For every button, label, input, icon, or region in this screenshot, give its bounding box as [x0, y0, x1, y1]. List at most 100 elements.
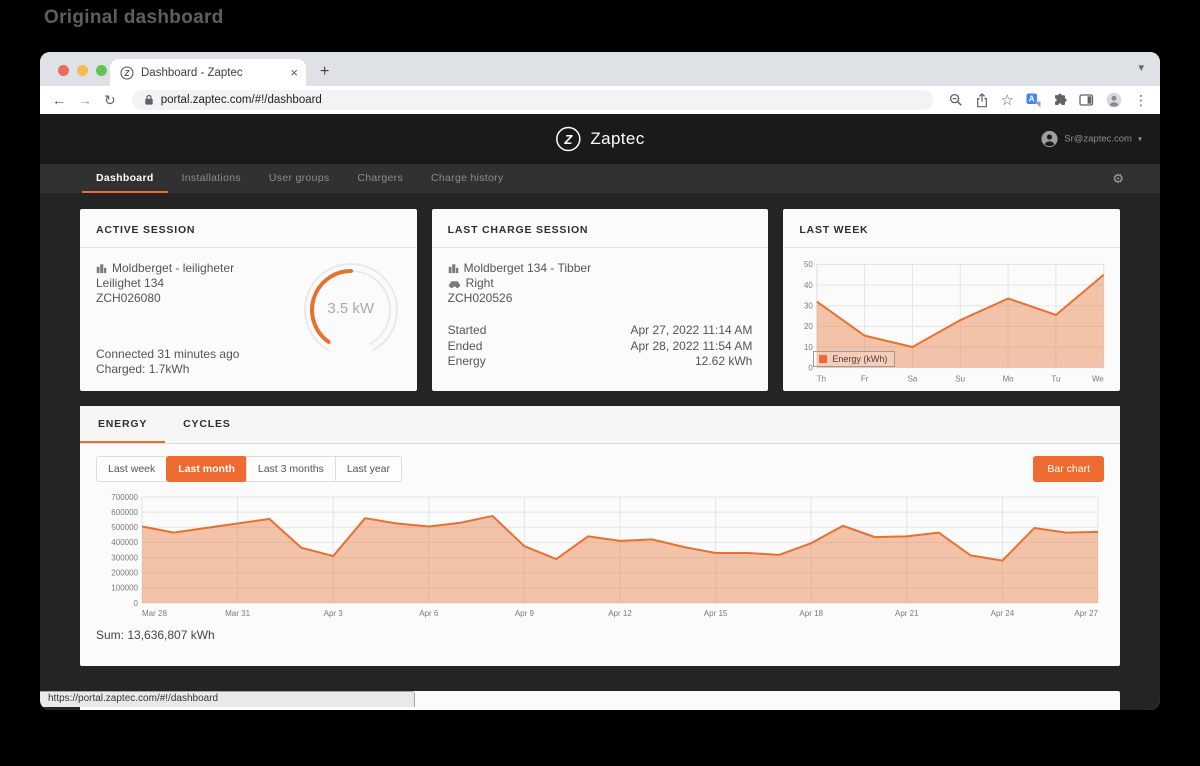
- svg-text:50: 50: [804, 260, 813, 269]
- svg-text:200000: 200000: [111, 569, 138, 578]
- zaptec-portal: Z Zaptec Sr@zaptec.com ▾ Dashboard Insta…: [40, 114, 1160, 710]
- svg-text:Apr 12: Apr 12: [608, 609, 632, 618]
- svg-text:600000: 600000: [111, 508, 138, 517]
- svg-text:Su: Su: [956, 375, 966, 384]
- main-nav: Dashboard Installations User groups Char…: [40, 164, 1160, 193]
- side-panel-icon[interactable]: [1079, 93, 1094, 107]
- svg-text:Apr 18: Apr 18: [799, 609, 823, 618]
- svg-text:0: 0: [134, 599, 139, 608]
- svg-text:700000: 700000: [111, 493, 138, 502]
- svg-text:0: 0: [809, 363, 814, 372]
- dashboard-content: ACTIVE SESSION Moldberget - leiligheter …: [40, 193, 1160, 710]
- svg-text:Apr 24: Apr 24: [991, 609, 1015, 618]
- charged-energy: Charged: 1.7kWh: [96, 362, 190, 377]
- svg-text:Apr 9: Apr 9: [515, 609, 535, 618]
- nav-item-charge-history[interactable]: Charge history: [431, 171, 504, 184]
- nav-item-chargers[interactable]: Chargers: [357, 171, 403, 184]
- last-charge-session-body: Moldberget 134 - Tibber Right ZCH020526: [432, 248, 769, 391]
- svg-text:Tu: Tu: [1052, 375, 1061, 384]
- lock-icon: [145, 94, 153, 105]
- zoom-out-icon[interactable]: [949, 93, 963, 107]
- range-last-month-button[interactable]: Last month: [166, 456, 247, 482]
- tab-search-chevron-icon[interactable]: ▾: [1138, 62, 1144, 74]
- zaptec-logo-icon: Z: [556, 126, 581, 152]
- user-email: Sr@zaptec.com: [1064, 133, 1132, 145]
- svg-text:100000: 100000: [111, 584, 138, 593]
- url-bar[interactable]: portal.zaptec.com/#!/dashboard: [131, 90, 933, 110]
- page-caption: Original dashboard: [44, 7, 224, 28]
- last-charge-session-card: LAST CHARGE SESSION Moldberget 134 - Tib…: [431, 209, 769, 391]
- tab-close-icon[interactable]: ×: [290, 65, 298, 80]
- summary-cards-row: ACTIVE SESSION Moldberget - leiligheter …: [80, 209, 1121, 391]
- svg-text:Mar 31: Mar 31: [225, 609, 250, 618]
- nav-item-installations[interactable]: Installations: [181, 171, 241, 184]
- user-menu[interactable]: Sr@zaptec.com ▾: [1041, 130, 1142, 148]
- range-last-week-button[interactable]: Last week: [96, 456, 168, 482]
- minimize-window-button[interactable]: [77, 65, 88, 76]
- card-header: LAST WEEK: [783, 209, 1121, 248]
- time-range-selector: Last week Last month Last 3 months Last …: [96, 456, 403, 482]
- card-header: LAST CHARGE SESSION: [431, 209, 769, 248]
- svg-text:Z: Z: [563, 132, 573, 147]
- zaptec-favicon-icon: Z: [120, 65, 134, 80]
- svg-text:10: 10: [804, 343, 813, 352]
- charger-name: Right: [465, 276, 494, 290]
- legend-swatch: [819, 355, 828, 363]
- nav-item-user-groups[interactable]: User groups: [268, 171, 330, 184]
- chart-controls: Last week Last month Last 3 months Last …: [80, 444, 1120, 492]
- legend-label: Energy (kWh): [832, 354, 888, 364]
- connected-time: Connected 31 minutes ago: [96, 346, 240, 361]
- energy-tabs: ENERGY CYCLES: [80, 406, 1120, 444]
- browser-tab[interactable]: Z Dashboard - Zaptec ×: [110, 59, 306, 86]
- bookmark-star-icon[interactable]: ☆: [1000, 91, 1014, 109]
- tab-cycles[interactable]: CYCLES: [183, 417, 231, 430]
- bar-chart-button[interactable]: Bar chart: [1033, 456, 1104, 482]
- charger-id: ZCH020526: [447, 291, 513, 305]
- share-icon[interactable]: [975, 92, 989, 108]
- range-last-year-button[interactable]: Last year: [334, 456, 403, 482]
- zaptec-logo: Z Zaptec: [555, 126, 644, 152]
- chart-legend[interactable]: Energy (kWh): [813, 351, 896, 367]
- profile-avatar-icon[interactable]: [1106, 92, 1122, 108]
- toolbar-icons: ☆ A ⋮: [949, 92, 1148, 108]
- translate-icon[interactable]: A: [1026, 93, 1041, 108]
- energy-sum: Sum: 13,636,807 kWh: [96, 628, 215, 642]
- svg-text:Apr 27: Apr 27: [1074, 609, 1098, 618]
- zoom-window-button[interactable]: [96, 65, 107, 76]
- detail-row: Energy 12.62 kWh: [448, 354, 753, 370]
- range-last-3-months-button[interactable]: Last 3 months: [245, 456, 336, 482]
- svg-text:Th: Th: [817, 375, 826, 384]
- app-header: Z Zaptec Sr@zaptec.com ▾: [40, 114, 1160, 164]
- energy-section-card: ENERGY CYCLES Last week Last month Last …: [80, 406, 1120, 666]
- svg-text:A: A: [1029, 94, 1035, 103]
- svg-text:We: We: [1092, 375, 1104, 384]
- svg-text:20: 20: [804, 322, 813, 331]
- power-gauge-rings: [303, 263, 398, 357]
- building-icon: [96, 264, 107, 274]
- svg-text:30: 30: [804, 301, 813, 310]
- session-status: Connected 31 minutes ago Charged: 1.7kWh: [96, 347, 239, 378]
- tab-energy[interactable]: ENERGY: [80, 406, 166, 443]
- svg-text:Fr: Fr: [861, 375, 869, 384]
- power-gauge: 3.5 kW: [299, 256, 403, 360]
- forward-icon[interactable]: →: [78, 92, 92, 108]
- active-session-card: ACTIVE SESSION Moldberget - leiligheter …: [80, 209, 417, 391]
- detail-row: Ended Apr 28, 2022 11:54 AM: [448, 339, 753, 355]
- user-menu-caret-icon: ▾: [1137, 134, 1142, 144]
- back-icon[interactable]: ←: [52, 92, 66, 108]
- extensions-puzzle-icon[interactable]: [1053, 93, 1067, 107]
- close-window-button[interactable]: [58, 65, 69, 76]
- nav-item-dashboard[interactable]: Dashboard: [82, 164, 168, 193]
- settings-gear-icon[interactable]: ⚙: [1112, 170, 1124, 186]
- browser-menu-kebab-icon[interactable]: ⋮: [1134, 92, 1148, 108]
- active-session-body: Moldberget - leiligheter Leilighet 134 Z…: [80, 248, 417, 391]
- power-value: 3.5 kW: [327, 299, 375, 317]
- car-icon: [448, 280, 460, 288]
- charger-id: ZCH026080: [96, 291, 161, 305]
- new-tab-button[interactable]: +: [320, 63, 330, 80]
- card-header: ACTIVE SESSION: [80, 209, 417, 248]
- detail-label: Started: [447, 323, 487, 337]
- energy-chart-wrap: 0 100000 200000 300000 400000 500000 600000 700…: [80, 492, 1120, 618]
- reload-icon[interactable]: ↻: [104, 92, 116, 108]
- svg-text:Apr 21: Apr 21: [895, 609, 919, 618]
